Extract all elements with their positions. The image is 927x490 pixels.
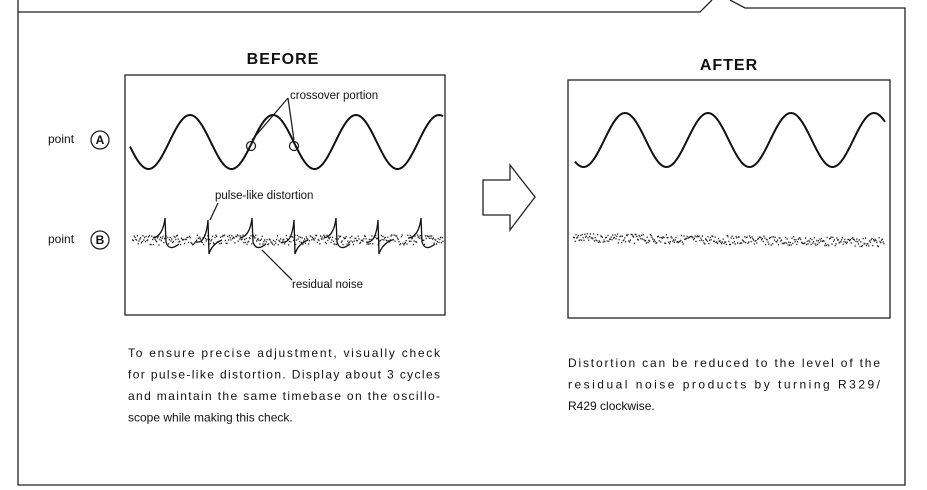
point-a: A bbox=[96, 133, 105, 147]
caption-line: residual noise products by turning R329/ bbox=[568, 378, 881, 392]
leader-line bbox=[251, 97, 295, 141]
arrow bbox=[482, 163, 536, 232]
distortion-spike bbox=[152, 217, 180, 249]
annotation: crossover portion bbox=[290, 90, 378, 102]
point-label: point bbox=[48, 232, 75, 246]
after-screen bbox=[567, 79, 891, 319]
leader-line bbox=[261, 249, 293, 281]
crossover-circle bbox=[245, 140, 257, 152]
caption-line: for pulse-like distortion. Display about… bbox=[128, 368, 440, 382]
caption-line: R429 clockwise. bbox=[568, 399, 655, 413]
caption-line: Distortion can be reduced to the level o… bbox=[568, 356, 880, 370]
point-marker bbox=[90, 130, 110, 150]
annotation: residual noise bbox=[292, 279, 363, 291]
leader-line bbox=[209, 202, 219, 221]
caption-line: and maintain the same timebase on the os… bbox=[128, 389, 440, 403]
distortion-spike bbox=[239, 217, 267, 249]
distortion-spike bbox=[281, 219, 309, 255]
annotation: pulse-like distortion bbox=[215, 190, 313, 202]
caption-line: To ensure precise adjustment, visually c… bbox=[128, 346, 441, 360]
point-b: B bbox=[96, 233, 105, 247]
distortion-spike bbox=[323, 217, 351, 249]
caption-line: scope while making this check. bbox=[128, 411, 293, 425]
distortion-spike bbox=[408, 217, 436, 249]
before-screen bbox=[124, 74, 446, 316]
distortion-spike bbox=[365, 219, 393, 255]
frame bbox=[17, 0, 906, 486]
after-title: AFTER bbox=[700, 57, 758, 74]
callout-frame bbox=[17, 0, 906, 486]
before-title: BEFORE bbox=[247, 51, 320, 68]
noise bbox=[573, 233, 885, 248]
waveform bbox=[129, 113, 444, 170]
distortion-spike bbox=[195, 219, 223, 255]
point-label: point bbox=[48, 132, 75, 146]
point-marker bbox=[90, 230, 110, 250]
waveform bbox=[574, 111, 886, 168]
